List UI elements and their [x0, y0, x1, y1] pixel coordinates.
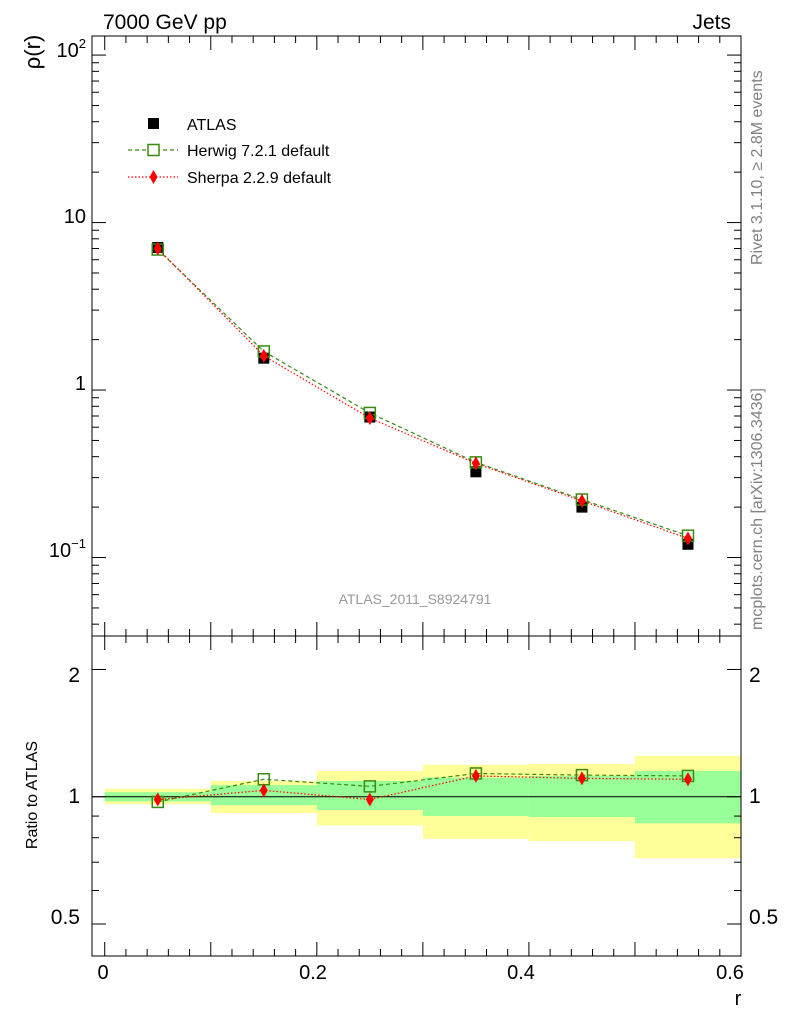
y-tick-label-100: 102 — [57, 36, 86, 62]
ratio-sherpa-point — [577, 771, 586, 786]
y-tick-label-1: 1 — [75, 373, 86, 395]
sherpa-point — [259, 348, 268, 363]
sherpa-point — [683, 531, 692, 546]
legend-herwig-marker — [147, 143, 160, 157]
ratio-plot-frame — [91, 635, 742, 957]
x-tick-0.6: 0.6 — [716, 962, 744, 984]
ratio-tick-1-left: 1 — [68, 785, 80, 808]
ratio-tick-1-right: 1 — [749, 785, 761, 808]
ratio-tick-0.5-left: 0.5 — [51, 906, 80, 929]
top-y-tick-labels: 102 10 1 10−1 — [49, 36, 86, 562]
legend-herwig-label: Herwig 7.2.1 default — [187, 143, 330, 160]
legend-sherpa-marker — [149, 170, 158, 184]
legend-atlas-label: ATLAS — [187, 117, 237, 134]
y-tick-label-0.1: 10−1 — [49, 536, 86, 562]
ratio-sherpa-line — [157, 775, 688, 801]
herwig-line — [157, 249, 689, 537]
ratio-y-tick-labels: 2 1 0.5 2 1 0.5 — [51, 664, 778, 929]
x-tick-labels: 0 0.2 0.4 0.6 — [97, 962, 743, 984]
x-tick-0.2: 0.2 — [299, 962, 327, 984]
x-tick-0.4: 0.4 — [507, 962, 535, 984]
ratio-sherpa-point — [683, 772, 692, 787]
ratio-tick-2-right: 2 — [749, 664, 761, 687]
ratio-tick-0.5-right: 0.5 — [749, 906, 778, 929]
ratio-herwig-line — [157, 772, 688, 803]
watermark: ATLAS_2011_S8924791 — [339, 591, 492, 607]
ratio-tick-2-left: 2 — [68, 664, 80, 687]
mcplots-label: mcplots.cern.ch [arXiv:1306.3436] — [749, 388, 766, 630]
sherpa-point — [365, 411, 374, 426]
legend-herwig: Herwig 7.2.1 default — [128, 143, 330, 160]
ratio-y-axis-label: Ratio to ATLAS — [24, 741, 41, 849]
legend-sherpa-label: Sherpa 2.2.9 default — [187, 170, 332, 187]
ratio-sherpa-point — [365, 792, 374, 807]
sherpa-point — [153, 241, 162, 256]
header-right: Jets — [692, 11, 731, 34]
legend-sherpa: Sherpa 2.2.9 default — [128, 170, 332, 187]
ratio-sherpa-point — [259, 783, 268, 798]
ratio-sherpa-point — [471, 768, 480, 783]
sherpa-point — [577, 493, 586, 508]
legend: ATLAS Herwig 7.2.1 default Sherpa 2.2.9 … — [128, 117, 332, 187]
ratio-sherpa-point — [153, 792, 162, 807]
sherpa-point — [471, 456, 480, 471]
data-layer — [151, 241, 695, 809]
legend-atlas: ATLAS — [148, 117, 237, 134]
top-y-axis-label: ρ(r) — [20, 35, 45, 70]
x-axis-label: r — [735, 988, 742, 1010]
rivet-label: Rivet 3.1.10, ≥ 2.8M events — [749, 70, 766, 265]
ratio-bands — [104, 755, 741, 859]
x-tick-0: 0 — [97, 962, 108, 984]
legend-atlas-marker — [148, 118, 159, 129]
header-left: 7000 GeV pp — [103, 11, 227, 34]
plot-frames — [91, 35, 742, 957]
sherpa-line — [157, 248, 689, 540]
y-tick-label-10: 10 — [64, 206, 86, 228]
ratio-herwig-point — [363, 780, 377, 793]
atlas-point — [470, 466, 482, 478]
